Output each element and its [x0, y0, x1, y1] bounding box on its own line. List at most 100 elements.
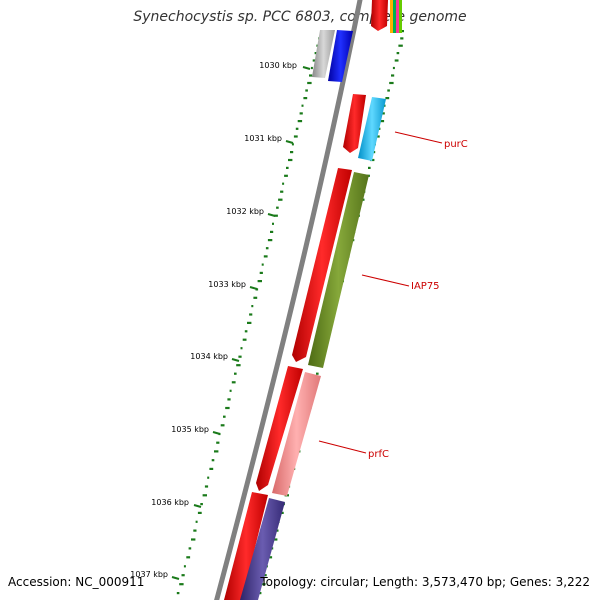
- gc-dot-inner: [314, 52, 318, 55]
- gene-label-iap75: IAP75: [411, 281, 440, 292]
- gc-dot-inner: [225, 406, 230, 410]
- gc-dot-inner: [197, 511, 202, 514]
- gc-dot-inner: [293, 135, 298, 138]
- prfc-label-line: [318, 440, 367, 454]
- gc-dot-outer: [387, 89, 390, 92]
- gc-dot-inner: [207, 476, 210, 479]
- gc-dot-outer: [273, 538, 278, 541]
- genome-backbone: [214, 0, 363, 600]
- gc-dot-inner: [200, 503, 203, 506]
- gc-dot-outer: [402, 30, 404, 33]
- gc-dot-inner: [286, 166, 289, 169]
- cds-gene-1: [343, 94, 366, 153]
- gene-prfc: [272, 372, 321, 496]
- gc-dot-inner: [186, 556, 191, 559]
- gc-dot-inner: [280, 190, 284, 193]
- gc-dot-inner: [176, 592, 180, 595]
- gc-dot-inner: [220, 424, 225, 427]
- gc-dot-outer: [394, 59, 399, 62]
- gc-dot-inner: [253, 296, 258, 299]
- gc-dot-inner: [227, 398, 231, 401]
- gc-dot-inner: [303, 97, 308, 100]
- gc-dot-outer: [368, 166, 371, 169]
- accession-text: Accession: NC_000911: [8, 575, 145, 589]
- gc-dot-inner: [278, 198, 283, 201]
- gc-dot-inner: [229, 389, 232, 392]
- gc-content-track-inner: [176, 30, 322, 595]
- gc-dot-inner: [259, 271, 263, 274]
- gc-dot-inner: [209, 467, 214, 470]
- gc-dot-inner: [183, 565, 186, 568]
- gc-dot-inner: [299, 112, 303, 115]
- gc-dot-outer: [258, 592, 262, 595]
- gc-dot-inner: [191, 538, 196, 541]
- gc-dot-inner: [247, 321, 252, 324]
- gc-dot-inner: [307, 81, 312, 85]
- gc-dot-inner: [216, 441, 220, 444]
- gene-label-prfc: prfC: [368, 449, 389, 460]
- gc-dot-inner: [242, 338, 247, 341]
- ruler-ticks: [171, 66, 311, 580]
- gc-dot-inner: [290, 151, 294, 154]
- gc-dot-inner: [295, 127, 299, 130]
- gc-dot-outer: [396, 52, 400, 55]
- tick-label-1033: 1033 kbp: [208, 280, 246, 289]
- gc-dot-outer: [392, 66, 395, 70]
- gc-dot-inner: [261, 263, 264, 266]
- tick-label-1034: 1034 kbp: [190, 352, 228, 361]
- gc-dot-inner: [251, 305, 254, 308]
- gc-dot-inner: [270, 230, 274, 233]
- gc-dot-inner: [214, 450, 219, 453]
- gc-dot-inner: [234, 372, 237, 375]
- gc-dot-inner: [312, 59, 317, 62]
- gc-dot-outer: [389, 81, 394, 85]
- iap75-label-line: [361, 274, 410, 287]
- gc-dot-inner: [297, 120, 303, 123]
- gene-purc: [358, 97, 386, 161]
- gc-dot-outer: [398, 44, 403, 47]
- gc-dot-inner: [291, 143, 294, 146]
- purc-label-line: [394, 131, 443, 144]
- gc-dot-inner: [274, 214, 278, 217]
- gc-dot-outer: [383, 104, 386, 107]
- gc-dot-inner: [244, 330, 248, 333]
- gc-dot-inner: [288, 158, 293, 162]
- gc-dot-inner: [310, 66, 313, 70]
- gc-dot-inner: [202, 494, 207, 497]
- gc-dot-outer: [261, 583, 266, 586]
- tick-label-1036: 1036 kbp: [151, 498, 189, 507]
- gc-dot-inner: [276, 206, 279, 209]
- gc-dot-outer: [375, 135, 380, 138]
- gc-dot-outer: [391, 74, 395, 77]
- gc-dot-inner: [267, 239, 273, 242]
- gc-dot-inner: [223, 415, 226, 418]
- tick-label-1037: 1037 kbp: [130, 570, 168, 579]
- tick-label-1032: 1032 kbp: [226, 207, 264, 216]
- tick-label-1035: 1035 kbp: [171, 425, 209, 434]
- gc-dot-outer: [400, 37, 404, 40]
- gc-dot-inner: [204, 485, 209, 488]
- cds-gene-4: [224, 492, 268, 600]
- gc-dot-outer: [263, 574, 267, 577]
- gc-dot-inner: [282, 182, 285, 185]
- gc-dot-inner: [272, 222, 274, 225]
- gc-dot-inner: [265, 247, 269, 250]
- gc-dot-outer: [316, 372, 319, 375]
- gc-dot-inner: [236, 364, 241, 367]
- gc-dot-outer: [268, 556, 273, 559]
- gc-dot-outer: [385, 97, 390, 100]
- gc-dot-inner: [181, 574, 185, 577]
- gc-dot-inner: [309, 74, 313, 77]
- gc-dot-inner: [238, 355, 242, 358]
- gene-label-purc: purC: [444, 139, 468, 150]
- gc-dot-inner: [193, 529, 197, 532]
- gc-dot-inner: [257, 280, 262, 283]
- gc-dot-inner: [305, 89, 308, 92]
- gene-blue: [328, 30, 353, 82]
- gc-dot-outer: [381, 112, 385, 115]
- tick-label-1031: 1031 kbp: [244, 134, 282, 143]
- gc-dot-inner: [179, 583, 184, 586]
- cds-track: [224, 94, 366, 600]
- gc-dot-inner: [301, 104, 304, 107]
